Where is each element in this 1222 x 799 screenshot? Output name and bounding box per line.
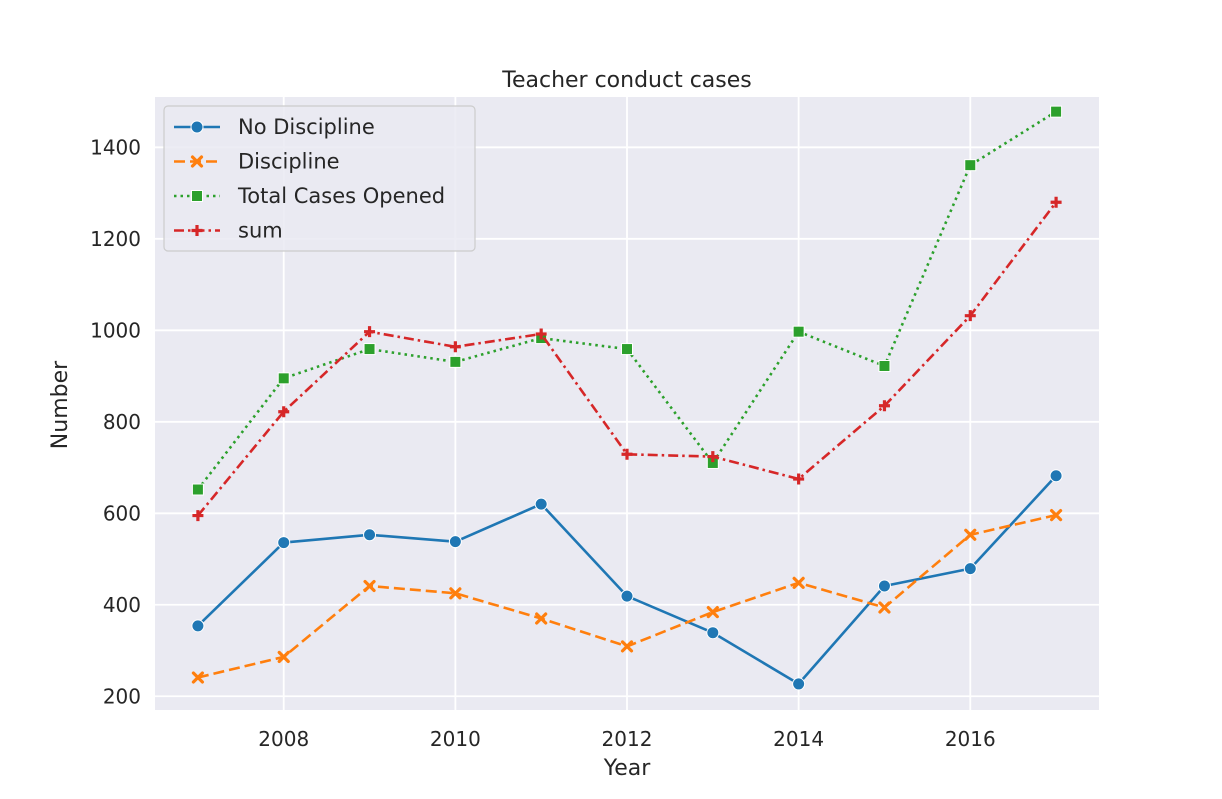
data-point-no-discipline <box>191 619 205 633</box>
data-point-no-discipline <box>277 536 291 550</box>
data-point-total-cases-opened <box>449 355 462 368</box>
data-point-total-cases-opened <box>792 325 805 338</box>
data-point-discipline <box>191 671 205 684</box>
data-point-total-cases-opened <box>191 483 204 496</box>
legend-marker <box>191 225 203 236</box>
legend-marker <box>190 120 204 134</box>
data-point-sum <box>793 473 805 485</box>
x-tick-label: 2012 <box>602 727 653 751</box>
y-tick-label: 1400 <box>90 135 141 159</box>
data-point-total-cases-opened <box>621 343 633 356</box>
data-point-no-discipline <box>792 677 806 691</box>
data-point-discipline <box>792 576 805 589</box>
data-point-total-cases-opened <box>277 372 290 385</box>
legend-marker <box>191 190 203 202</box>
data-point-no-discipline <box>1049 469 1063 483</box>
legend-item-total-cases-opened: Total Cases Opened <box>174 184 445 208</box>
legend-item-no-discipline: No Discipline <box>174 115 375 139</box>
data-point-total-cases-opened <box>363 343 376 356</box>
x-tick-label: 2014 <box>773 727 824 751</box>
series-layer <box>191 105 1063 691</box>
tick-labels: 2008 2010 2012 2014 2016 200 400 600 800 1000 1200… <box>90 135 996 751</box>
legend-label: Total Cases Opened <box>237 184 445 208</box>
chart-title: Teacher conduct cases <box>501 68 752 93</box>
data-point-sum <box>278 406 290 418</box>
data-point-no-discipline <box>534 497 548 511</box>
y-tick-label: 600 <box>103 501 141 525</box>
data-point-no-discipline <box>620 589 634 603</box>
data-point-no-discipline <box>963 562 977 576</box>
data-point-no-discipline <box>363 528 377 542</box>
y-tick-label: 1200 <box>90 227 141 251</box>
data-point-discipline <box>964 528 977 541</box>
legend-box <box>163 105 476 252</box>
x-tick-label: 2010 <box>430 727 481 751</box>
y-tick-label: 800 <box>103 410 141 434</box>
data-point-sum <box>449 341 461 353</box>
data-point-discipline <box>878 601 891 614</box>
series-no-discipline <box>191 469 1063 691</box>
legend-label: Discipline <box>238 150 340 174</box>
data-point-discipline <box>535 612 548 625</box>
data-point-sum <box>964 310 976 322</box>
data-point-discipline <box>620 640 634 653</box>
data-point-no-discipline <box>706 626 720 640</box>
series-line-sum <box>196 201 1058 517</box>
data-point-discipline <box>363 579 376 593</box>
series-sum <box>192 196 1062 522</box>
data-point-discipline <box>706 606 719 619</box>
y-tick-label: 200 <box>103 684 141 708</box>
y-tick-label: 1000 <box>90 318 141 342</box>
legend-item-discipline: Discipline <box>174 150 340 174</box>
legend-label: No Discipline <box>238 115 375 139</box>
series-discipline <box>191 509 1063 684</box>
data-point-discipline <box>277 650 290 664</box>
legend: No Discipline Discipline Total Cases Opene… <box>163 105 476 252</box>
x-tick-label: 2008 <box>258 727 309 751</box>
data-point-sum <box>192 510 204 522</box>
data-point-discipline <box>449 587 462 600</box>
data-point-sum <box>364 326 376 338</box>
grid-lines <box>155 97 1099 710</box>
x-axis-label: Year <box>603 756 652 781</box>
data-point-sum <box>621 448 633 460</box>
legend-item-sum: sum <box>174 219 283 243</box>
x-tick-label: 2016 <box>945 727 996 751</box>
data-point-discipline <box>1049 509 1063 522</box>
data-point-total-cases-opened <box>1050 105 1063 118</box>
legend-label: sum <box>238 219 283 243</box>
data-point-total-cases-opened <box>964 159 977 172</box>
data-point-sum <box>535 328 547 340</box>
series-total-cases-opened <box>191 105 1063 496</box>
data-point-no-discipline <box>448 535 462 549</box>
y-axis-label: Number <box>48 360 73 449</box>
data-point-sum <box>707 451 719 463</box>
data-point-total-cases-opened <box>878 359 891 372</box>
data-point-sum <box>1050 196 1062 208</box>
y-tick-label: 400 <box>103 593 141 617</box>
data-point-sum <box>878 400 890 412</box>
legend-marker <box>190 155 204 168</box>
data-point-no-discipline <box>877 579 891 593</box>
